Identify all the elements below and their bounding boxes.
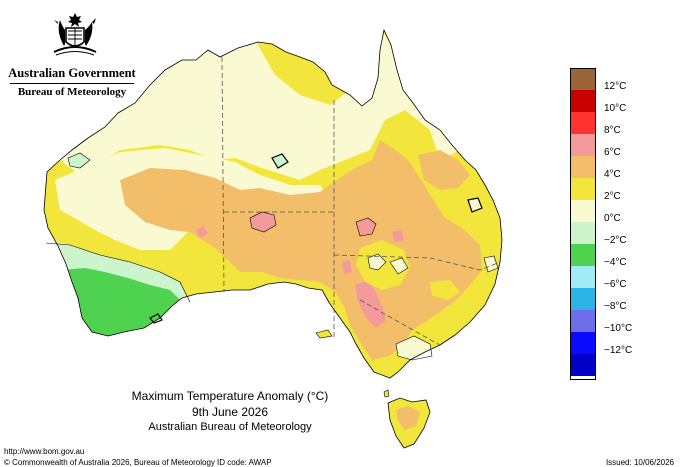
tasmania — [383, 389, 431, 449]
footer-id-code: ID code: AWAP — [217, 458, 272, 467]
legend-item: −6°C — [570, 266, 680, 290]
agency-name: Bureau of Meteorology — [17, 86, 127, 98]
legend-swatch — [570, 222, 596, 244]
footer-url[interactable]: http://www.bom.gov.au — [4, 447, 85, 456]
state-borders — [221, 56, 501, 346]
legend-item: 10°C — [570, 90, 680, 114]
legend-item: 0°C — [570, 200, 680, 224]
legend-item: 12°C — [570, 68, 680, 92]
legend-swatch — [570, 332, 596, 354]
footer-issued: Issued: 10/06/2026 — [605, 458, 674, 467]
legend-item: 6°C — [570, 134, 680, 158]
legend-item: −10°C — [570, 310, 680, 334]
legend-label: 10°C — [604, 103, 627, 114]
legend-item: −8°C — [570, 288, 680, 312]
legend-label: 6°C — [604, 147, 621, 158]
footer-copyright: © Commonwealth of Australia 2026, Bureau… — [4, 458, 215, 467]
legend-label: 4°C — [604, 169, 621, 180]
legend-label: 12°C — [604, 81, 627, 92]
anomaly-map — [43, 29, 503, 449]
map-source: Australian Bureau of Meteorology — [148, 421, 312, 433]
legend-label: −6°C — [604, 279, 627, 290]
legend-swatch — [570, 266, 596, 288]
legend-label: −12°C — [604, 345, 633, 356]
government-logo: Australian Government Bureau of Meteorol… — [8, 8, 136, 98]
legend-swatch — [570, 68, 596, 90]
map-date: 9th June 2026 — [191, 405, 269, 419]
logo-divider — [10, 83, 134, 84]
legend-label: −10°C — [604, 323, 633, 334]
legend-swatch — [570, 112, 596, 134]
kangaroo-island — [315, 329, 333, 339]
legend-swatch — [570, 200, 596, 222]
legend-item: 4°C — [570, 156, 680, 180]
legend-item: −2°C — [570, 222, 680, 246]
government-name: Australian Government — [8, 66, 136, 80]
legend-label: 0°C — [604, 213, 621, 224]
legend-label: 8°C — [604, 125, 621, 136]
legend-swatch — [570, 134, 596, 156]
legend-label: −4°C — [604, 257, 627, 268]
legend-item: −12°C — [570, 332, 680, 356]
legend-item: 8°C — [570, 112, 680, 136]
legend-item: 2°C — [570, 178, 680, 202]
legend-swatch — [570, 310, 596, 332]
legend-label: 2°C — [604, 191, 621, 202]
legend-item — [570, 354, 680, 376]
anomaly-shading — [44, 30, 502, 378]
legend-item: −4°C — [570, 244, 680, 268]
legend-swatch — [570, 244, 596, 266]
legend-label: −2°C — [604, 235, 627, 246]
legend-label: −8°C — [604, 301, 627, 312]
legend-swatch — [570, 178, 596, 200]
legend-swatch — [570, 288, 596, 310]
legend-swatch — [570, 156, 596, 178]
coat-of-arms-icon — [53, 13, 97, 56]
legend-swatch — [570, 354, 596, 376]
map-title: Maximum Temperature Anomaly (°C) — [131, 389, 329, 403]
anomaly-contours — [45, 152, 499, 361]
legend-swatch — [570, 90, 596, 112]
